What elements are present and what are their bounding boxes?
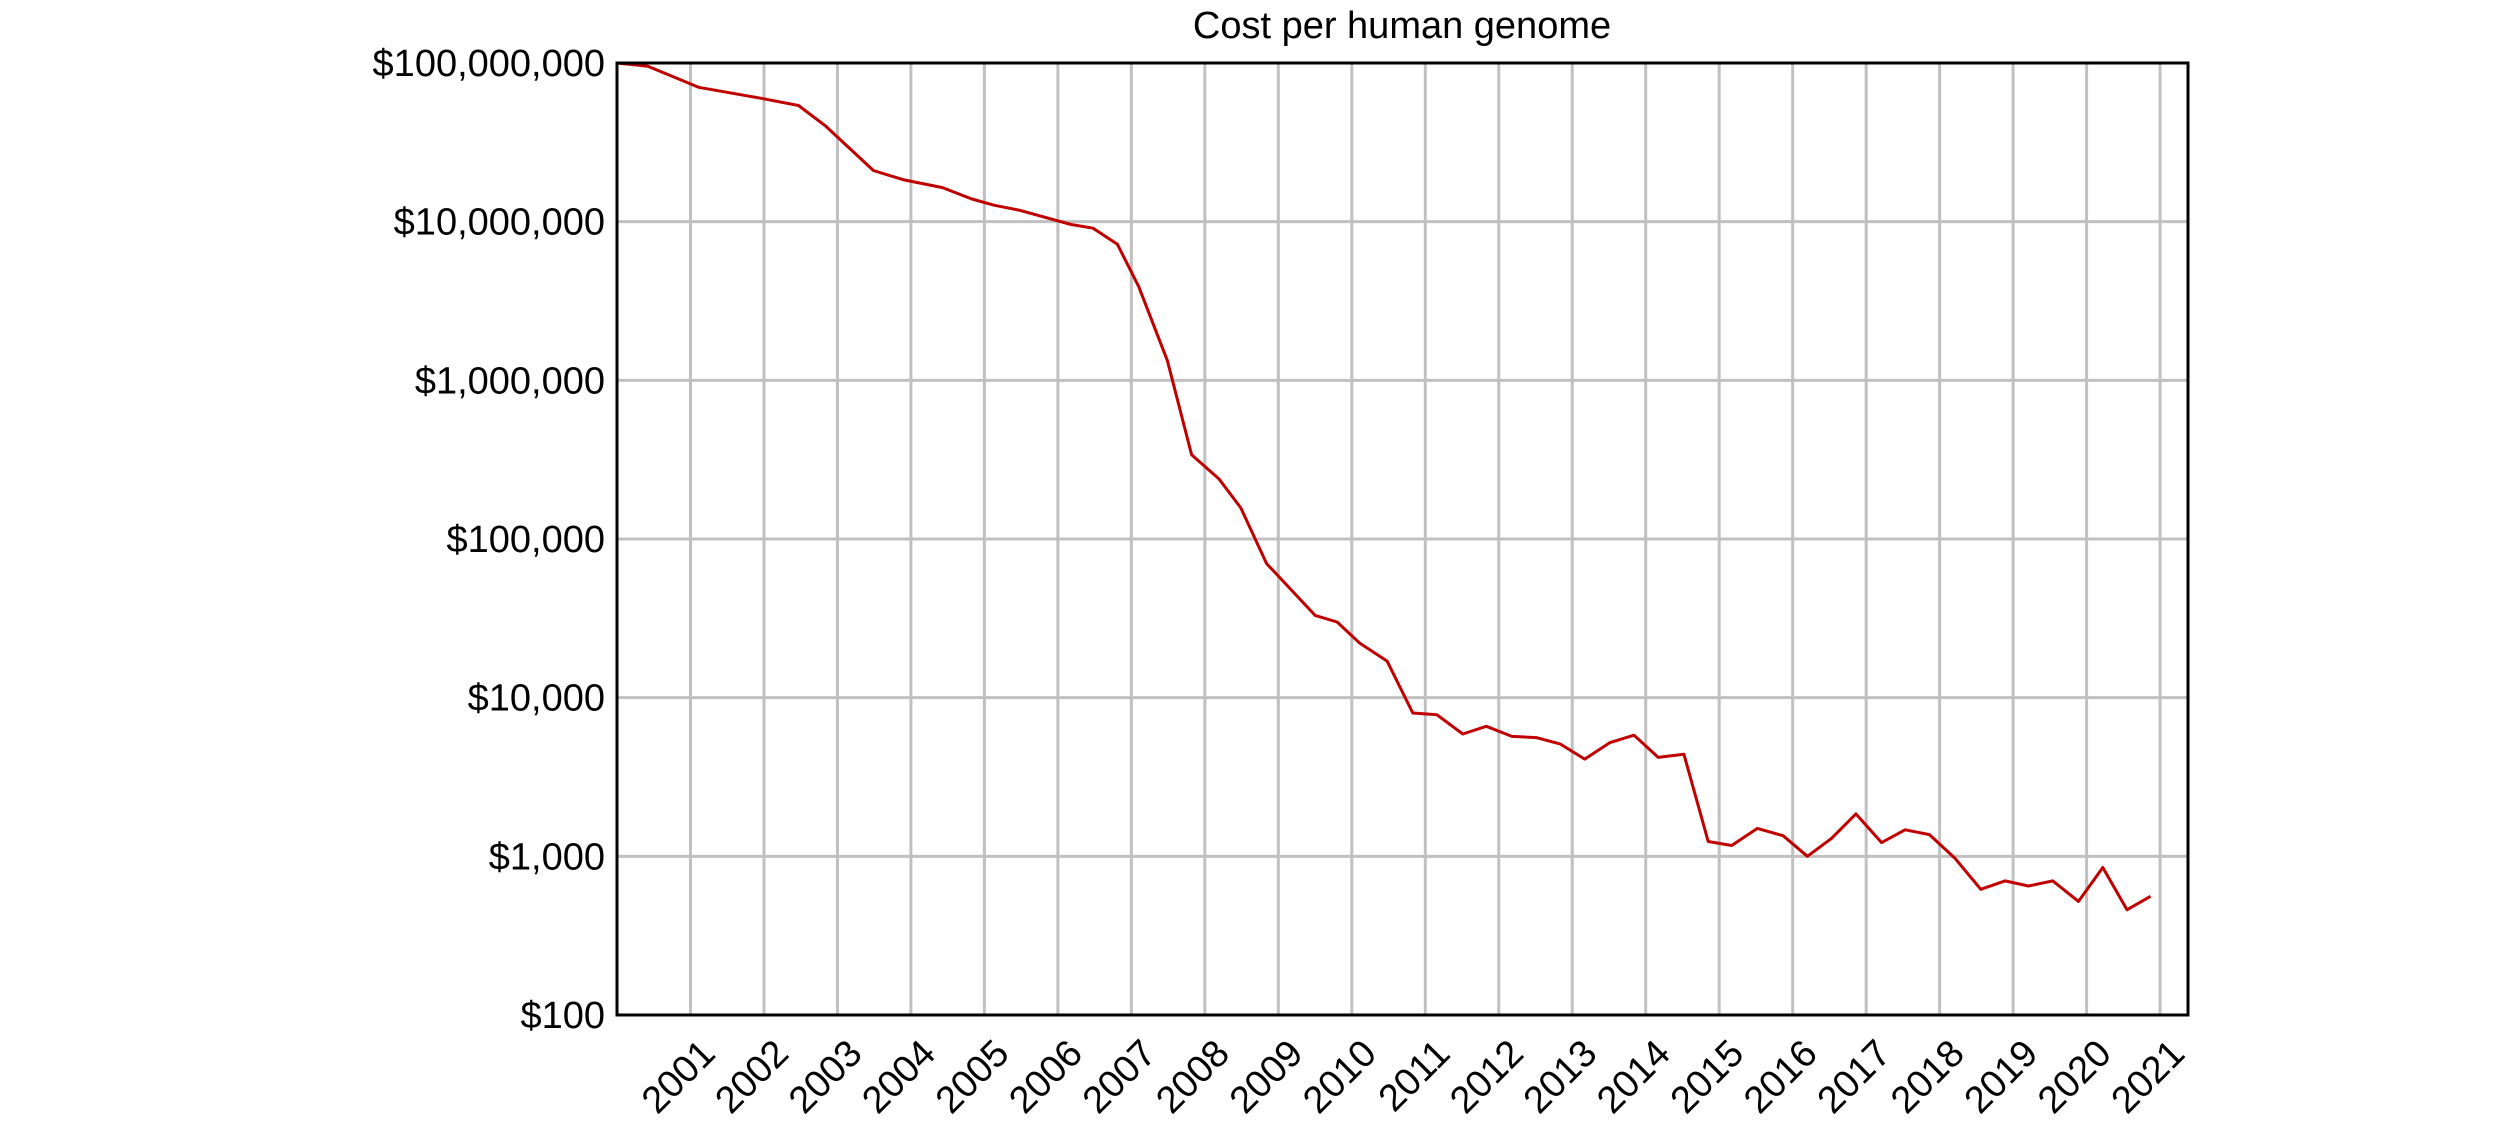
gridlines bbox=[617, 61, 2188, 1017]
x-tick-label: 2001 bbox=[634, 1032, 723, 1121]
x-tick-label: 2019 bbox=[1957, 1032, 2046, 1121]
chart-title: Cost per human genome bbox=[1193, 5, 1611, 47]
x-tick-label: 2002 bbox=[708, 1032, 797, 1121]
series bbox=[616, 61, 2152, 912]
x-tick-label: 2006 bbox=[1001, 1032, 1090, 1121]
x-tick-label: 2012 bbox=[1442, 1032, 1531, 1121]
x-tick-label: 2011 bbox=[1371, 1032, 1458, 1119]
x-tick-label: 2003 bbox=[781, 1032, 870, 1121]
x-tick-label: 2014 bbox=[1589, 1032, 1678, 1121]
y-tick-label: $10,000 bbox=[468, 678, 605, 720]
x-tick-label: 2008 bbox=[1148, 1032, 1237, 1121]
y-tick-label: $100 bbox=[520, 995, 605, 1037]
x-tick-label: 2020 bbox=[2030, 1032, 2119, 1121]
x-tick-label: 2004 bbox=[854, 1032, 943, 1121]
x-tick-label: 2009 bbox=[1222, 1032, 1311, 1121]
x-tick-label: 2016 bbox=[1736, 1032, 1825, 1121]
y-tick-label: $1,000,000 bbox=[415, 360, 605, 402]
x-tick-label: 2007 bbox=[1075, 1032, 1164, 1121]
series-line bbox=[616, 61, 2152, 912]
x-tick-label: 2010 bbox=[1295, 1032, 1384, 1121]
x-axis-ticks: 2001200220032004200520062007200820092010… bbox=[634, 1032, 2193, 1121]
x-tick-label: 2015 bbox=[1663, 1032, 1752, 1121]
y-tick-label: $100,000,000 bbox=[373, 43, 605, 85]
x-tick-label: 2013 bbox=[1516, 1032, 1605, 1121]
x-tick-label: 2005 bbox=[928, 1032, 1017, 1121]
y-tick-label: $100,000 bbox=[447, 519, 606, 561]
x-tick-label: 2021 bbox=[2104, 1032, 2193, 1121]
y-tick-label: $1,000 bbox=[489, 836, 605, 878]
y-axis-ticks: $100 $1,000 $10,000 $100,000 $1,000,000 $10,0… bbox=[373, 43, 605, 1037]
x-tick-label: 2018 bbox=[1883, 1032, 1972, 1121]
x-tick-label: 2017 bbox=[1810, 1032, 1899, 1121]
y-tick-label: $10,000,000 bbox=[394, 202, 605, 244]
plot-frame bbox=[615, 61, 2190, 1017]
